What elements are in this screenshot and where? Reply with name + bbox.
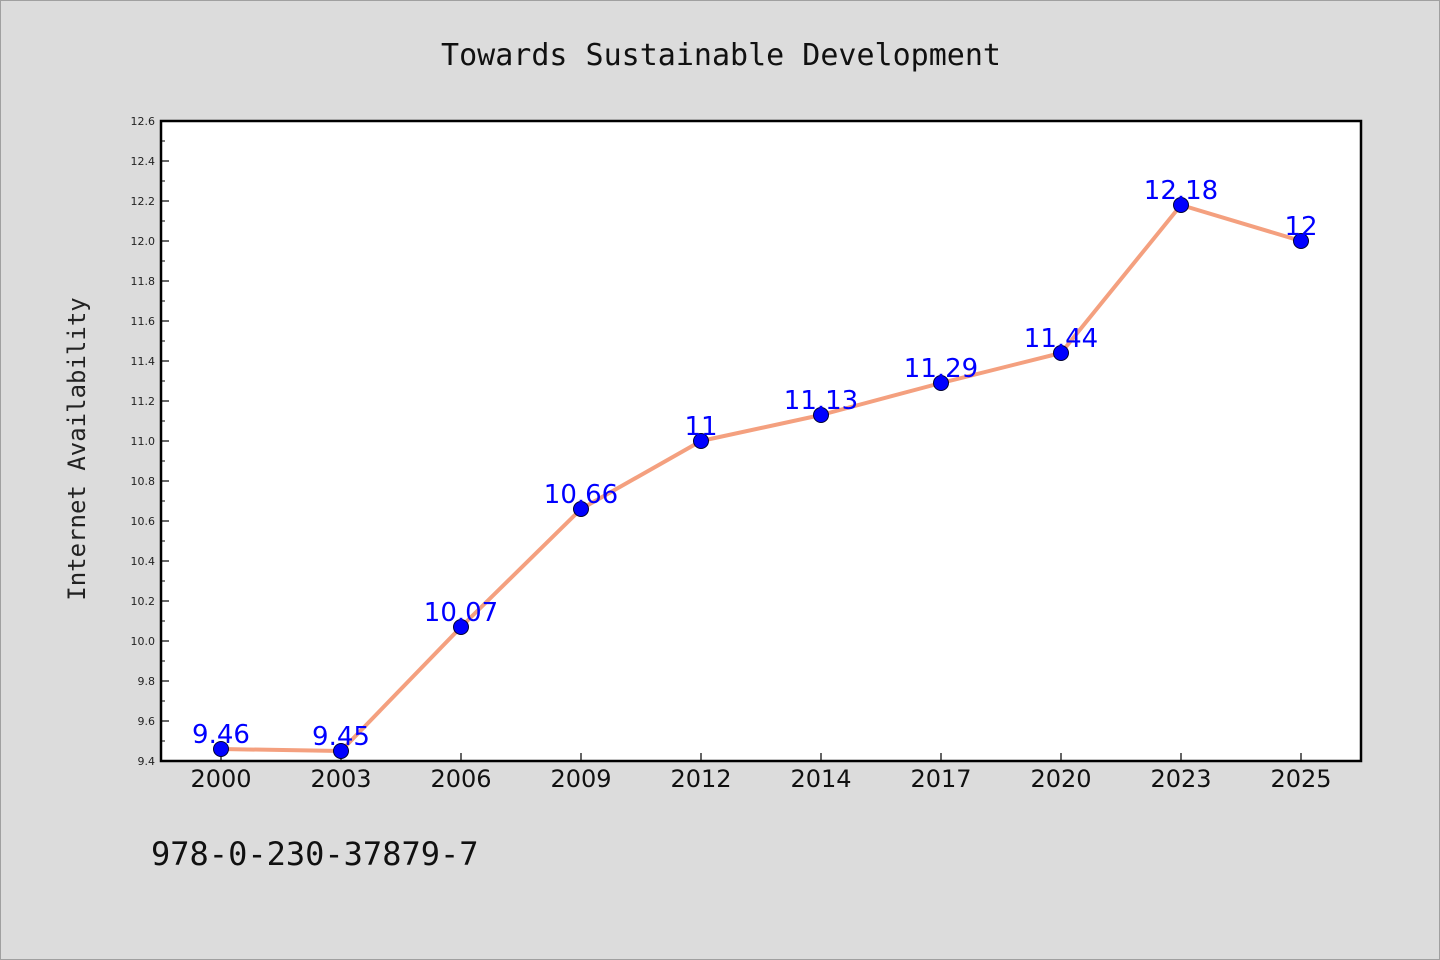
x-tick-label: 2014	[790, 765, 851, 793]
x-tick-label: 2003	[310, 765, 371, 793]
y-tick-label: 11.2	[131, 395, 156, 408]
data-point	[693, 433, 709, 449]
y-axis-label: Internet Availability	[63, 297, 91, 600]
data-point	[1293, 233, 1309, 249]
y-tick-label: 9.6	[138, 715, 156, 728]
data-point	[933, 375, 949, 391]
data-label: 9.45	[312, 722, 370, 752]
series-group: 9.46 9.45 10.07 10.66 11 11.13 11.29 11.44 12.18…	[192, 176, 1318, 759]
data-label: 9.46	[192, 720, 250, 750]
y-tick-label: 10.2	[131, 595, 156, 608]
x-tick-label: 2023	[1150, 765, 1211, 793]
x-tick-label: 2000	[190, 765, 251, 793]
data-point	[813, 407, 829, 423]
y-tick-label: 12.6	[131, 115, 156, 128]
isbn-text: 978-0-230-37879-7	[151, 835, 479, 873]
y-tick-label: 10.6	[131, 515, 156, 528]
y-tick-label: 12.2	[131, 195, 156, 208]
x-axis-ticks: 2000 2003 2006 2009 2012 2014 2017 2020 2023 2025	[190, 753, 1332, 793]
data-label: 11.13	[784, 386, 858, 416]
y-tick-label: 10.8	[131, 475, 156, 488]
data-point	[1173, 197, 1189, 213]
y-tick-label: 9.8	[138, 675, 156, 688]
y-tick-label: 9.4	[138, 755, 156, 768]
data-label: 11.44	[1024, 324, 1098, 354]
data-point	[453, 619, 469, 635]
plot-frame	[159, 119, 1363, 763]
series-line	[219, 203, 1303, 753]
x-tick-label: 2012	[670, 765, 731, 793]
data-point	[573, 501, 589, 517]
data-point	[333, 743, 349, 759]
data-label: 11	[684, 412, 717, 442]
x-tick-label: 2017	[910, 765, 971, 793]
y-tick-label: 11.8	[131, 275, 156, 288]
data-label: 12.18	[1144, 176, 1218, 206]
x-tick-label: 2025	[1270, 765, 1331, 793]
x-tick-label: 2006	[430, 765, 491, 793]
y-tick-label: 12.4	[131, 155, 156, 168]
data-label: 12	[1284, 212, 1317, 242]
y-tick-label: 11.6	[131, 315, 156, 328]
y-tick-label: 10.4	[131, 555, 156, 568]
data-point	[213, 741, 229, 757]
data-label: 10.07	[424, 598, 498, 628]
x-tick-label: 2020	[1030, 765, 1091, 793]
data-point	[1053, 345, 1069, 361]
y-tick-label: 12.0	[131, 235, 156, 248]
y-tick-label: 11.0	[131, 435, 156, 448]
chart-title: Towards Sustainable Development	[441, 38, 1001, 73]
y-tick-label: 11.4	[131, 355, 156, 368]
data-label: 10.66	[544, 480, 618, 510]
data-label: 11.29	[904, 354, 978, 384]
y-axis-ticks: 9.4 9.6 9.8 10.0 10.2 10.4 10.6 10.8 11.0 11.2 11.…	[131, 115, 169, 768]
y-tick-label: 10.0	[131, 635, 156, 648]
x-tick-label: 2009	[550, 765, 611, 793]
plot-area	[161, 121, 1361, 761]
